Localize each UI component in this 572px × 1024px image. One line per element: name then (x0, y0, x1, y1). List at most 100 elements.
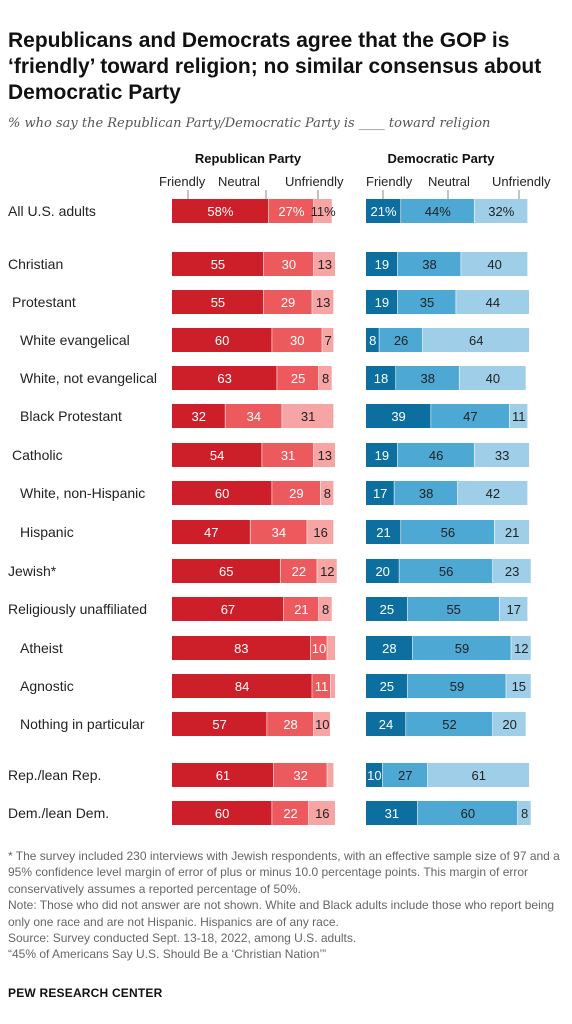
bar-segment (273, 763, 327, 787)
bar-segment (511, 636, 531, 660)
data-label: 22 (283, 806, 297, 821)
data-label: 57 (212, 717, 226, 732)
bar-segment (457, 481, 528, 505)
report-title: “45% of Americans Say U.S. Should Be a ‘… (8, 947, 327, 962)
data-label: 28 (283, 717, 297, 732)
data-label: 56 (439, 564, 453, 579)
bar-segment (366, 199, 401, 223)
bar-segment (459, 366, 526, 390)
data-label: 11 (512, 409, 526, 424)
data-label: 55 (211, 257, 225, 272)
data-label: 55 (211, 295, 225, 310)
data-label: 18 (374, 371, 388, 386)
bar-segment (407, 674, 506, 698)
bar-segment (172, 199, 269, 223)
bar-segment (366, 763, 383, 787)
data-label: 84 (235, 679, 249, 694)
bar-segment (172, 636, 311, 660)
data-label: 38 (419, 486, 433, 501)
chart-title: Republicans and Democrats agree that the… (8, 29, 542, 104)
data-label: 15 (512, 679, 526, 694)
data-label: 32 (293, 768, 307, 783)
bar-segment (313, 252, 336, 276)
data-label: 21 (376, 525, 390, 540)
bar-segment (172, 366, 277, 390)
bar-segment (172, 559, 280, 583)
bar-segment (272, 801, 309, 825)
bar-segment (379, 328, 423, 352)
data-label: 33 (495, 448, 509, 463)
category-label: Dem./lean Dem. (8, 805, 109, 821)
bar-segment (396, 366, 459, 390)
data-label: 13 (318, 448, 332, 463)
bar-segment (322, 328, 334, 352)
bar-segment (308, 801, 336, 825)
bar-segment (277, 366, 319, 390)
data-label: 54 (210, 448, 224, 463)
bar-segment (366, 597, 408, 621)
bar-segment (330, 674, 336, 698)
footnote-jewish: * The survey included 230 interviews wit… (8, 849, 560, 896)
bar-segment (456, 290, 530, 314)
data-label: 12 (320, 564, 334, 579)
bar-segment (366, 252, 398, 276)
bar-segment (172, 763, 274, 787)
data-label: 22 (292, 564, 306, 579)
legend-label: Unfriendly (285, 174, 344, 189)
bar-segment (313, 199, 332, 223)
data-label: 39 (391, 409, 405, 424)
category-label: White, not evangelical (20, 370, 157, 386)
bar-segment (382, 763, 428, 787)
bar-segment (318, 597, 332, 621)
bar-segment (366, 636, 413, 660)
legend-label: Unfriendly (492, 174, 551, 189)
bar-segment (407, 597, 499, 621)
bar-segment (509, 404, 528, 428)
data-label: 11 (315, 679, 329, 694)
data-label: 63 (217, 371, 231, 386)
bar-segment (494, 520, 530, 544)
bar-segment (172, 328, 272, 352)
footer-brand: PEW RESEARCH CENTER (8, 986, 163, 1000)
bar-segment (366, 404, 431, 428)
bar-segment (474, 443, 530, 467)
category-label: Catholic (12, 447, 63, 463)
data-label: 61 (216, 768, 230, 783)
bar-segment (172, 520, 250, 544)
bar-segment (366, 481, 394, 505)
bar-segment (366, 520, 401, 544)
category-label: Hispanic (20, 524, 74, 540)
bar-segment (492, 559, 531, 583)
data-label: 42 (486, 486, 500, 501)
category-label: All U.S. adults (8, 203, 96, 219)
data-label: 61 (471, 768, 485, 783)
bar-segment (307, 520, 334, 544)
data-label: 34 (247, 409, 261, 424)
data-label: 10 (312, 641, 326, 656)
data-label: 31 (301, 409, 315, 424)
bar-segment (283, 597, 319, 621)
data-label: 13 (316, 295, 330, 310)
data-label: 56 (441, 525, 455, 540)
data-label: 83 (234, 641, 248, 656)
bar-segment (427, 763, 530, 787)
bar-segment (272, 481, 321, 505)
bar-segment (431, 404, 510, 428)
data-label: 47 (463, 409, 477, 424)
data-label: 21% (371, 204, 397, 219)
note: Note: Those who did not answer are not s… (8, 898, 555, 929)
bar-segment (406, 712, 493, 736)
bar-segment (225, 404, 282, 428)
bar-segment (366, 443, 398, 467)
data-label: 31 (281, 448, 295, 463)
bar-segment (250, 520, 307, 544)
bar-segment (312, 290, 334, 314)
bar-segment (313, 712, 331, 736)
data-label: 19 (375, 257, 389, 272)
bar-segment (172, 443, 262, 467)
data-label: 40 (487, 257, 501, 272)
bar-segment (366, 290, 398, 314)
bar-segment (282, 404, 334, 428)
bar-segment (422, 328, 530, 352)
bar-segment (394, 481, 458, 505)
